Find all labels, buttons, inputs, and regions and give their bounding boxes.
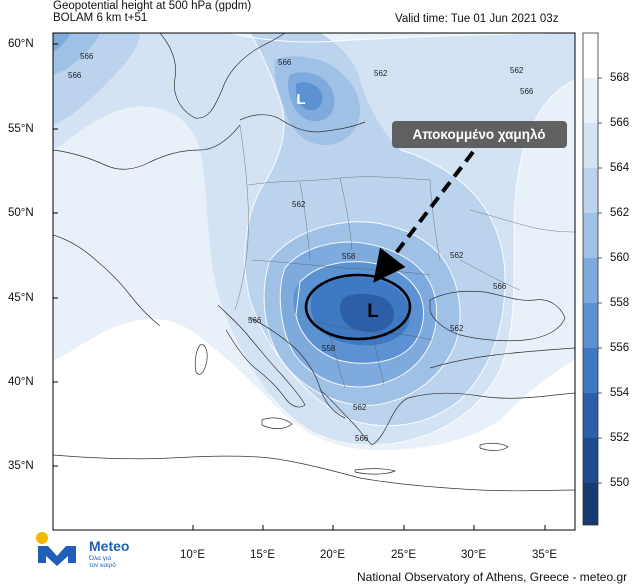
contour-label: 562 [353,403,367,412]
annotation-text: Αποκομμένο χαμηλό [412,127,545,142]
lon-label: 15°E [250,549,276,561]
contour-labels: 566 566 562 562 566 562 558 562 566 566 … [68,52,534,443]
low-marker-balkans: L [367,301,379,322]
contour-label: 566 [520,87,534,96]
contour-fill-552 [339,293,394,332]
logo-sub1: Όλα για [89,555,112,562]
meteo-logo [36,532,76,566]
annotation-arrow [373,150,475,283]
colorbar-label: 552 [610,432,630,444]
contour-label: 562 [374,69,388,78]
contour-label: 558 [342,252,356,261]
axis-ticks [53,43,546,530]
contour-label: 566 [80,52,94,61]
logo-sub2: τον καιρό [89,562,116,569]
colorbar-label: 556 [610,342,630,354]
contour-label: 566 [278,58,292,67]
contour-label: 566 [68,71,82,80]
colorbar-label: 550 [610,477,630,489]
footer-credit: National Observatory of Athens, Greece -… [357,570,628,584]
map-frame [52,32,576,531]
contour-label: 562 [292,200,306,209]
contour-label: 562 [510,66,524,75]
contour-label: 566 [248,316,262,325]
model-label: BOLAM 6 km t+51 [53,12,148,24]
lat-label: 55°N [8,123,34,135]
contour-label: 558 [322,344,336,353]
lat-label: 35°N [8,460,34,472]
logo-m-icon [38,546,76,566]
colorbar-label: 564 [610,162,630,174]
low-marker-baltic: L [296,91,305,108]
logo-sun-icon [36,532,48,544]
lon-label: 20°E [320,549,346,561]
contour-label: 562 [450,324,464,333]
annotation-box [392,121,567,148]
logo-text: Meteo [89,538,130,554]
valid-time: Valid time: Tue 01 Jun 2021 03z [395,13,559,25]
cutoff-low-ellipse [304,273,412,341]
lat-label: 40°N [8,376,34,388]
colorbar-label: 558 [610,297,630,309]
colorbar-label: 562 [610,207,630,219]
colorbar-label: 560 [610,252,630,264]
chart-title: Geopotential height at 500 hPa (gpdm) [53,0,252,12]
colorbar-label: 554 [610,387,630,399]
lon-label: 35°E [532,549,558,561]
contour-label: 566 [355,434,369,443]
colorbar [582,32,602,526]
lon-label: 10°E [180,549,206,561]
lat-label: 50°N [8,207,34,219]
lat-label: 60°N [8,38,34,50]
colorbar-label: 566 [610,117,630,129]
contour-label: 566 [493,282,507,291]
lat-label: 45°N [8,292,34,304]
country-borders [234,124,575,389]
lon-label: 30°E [461,549,487,561]
coastlines [53,33,575,492]
lon-label: 25°E [391,549,417,561]
colorbar-label: 568 [610,72,630,84]
contour-label: 562 [450,251,464,260]
